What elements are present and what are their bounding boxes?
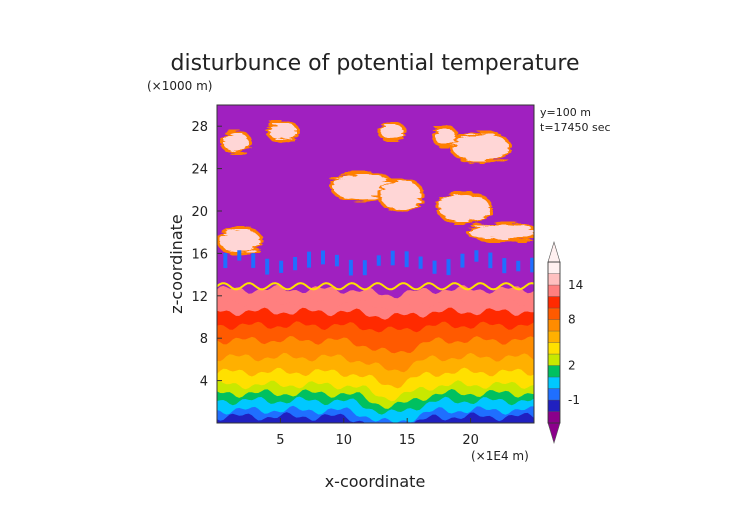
x-tick-label: 10 — [336, 433, 353, 448]
y-axis-label: z-coordinate — [167, 214, 186, 314]
cloud-patch — [438, 194, 490, 222]
y-tick-label: 4 — [200, 375, 208, 390]
contour-fringe — [488, 252, 493, 269]
cloud-patch — [380, 124, 404, 139]
contour-fringe — [279, 260, 284, 273]
colorbar-segment — [547, 342, 561, 355]
colorbar-segment — [547, 261, 561, 274]
chart-title: disturbunce of potential temperature — [171, 51, 580, 76]
contour-fringe — [474, 250, 479, 262]
x-tick-label: 20 — [462, 433, 479, 448]
colorbar-tick-label: 14 — [568, 278, 583, 292]
colorbar-segment — [547, 376, 561, 389]
colorbar-frame — [547, 261, 561, 424]
y-tick-label: 20 — [191, 205, 208, 220]
x-unit-label: (×1E4 m) — [471, 449, 529, 463]
cloud-patch — [223, 132, 249, 152]
colorbar-top-arrow — [547, 240, 561, 263]
contour-fringe — [293, 257, 298, 271]
cloud-patch — [219, 229, 261, 253]
colorbar-segment — [547, 296, 561, 309]
contour-fringe — [376, 255, 381, 266]
contour-fringe — [237, 250, 242, 261]
contour-fringe — [307, 251, 312, 268]
x-ticks: 5 10 15 20 — [276, 418, 479, 448]
colorbar-segment — [547, 388, 561, 401]
annotation-y: y=100 m — [540, 106, 591, 119]
x-axis-label: x-coordinate — [325, 472, 426, 491]
contour-fringe — [362, 260, 367, 276]
contour-fringe — [432, 260, 437, 274]
plot-frame — [216, 104, 535, 424]
contour-fringe — [446, 259, 451, 276]
y-tick-label: 8 — [200, 332, 208, 347]
colorbar-segment — [547, 330, 561, 343]
colorbar-segment — [547, 307, 561, 320]
contour-edge — [217, 282, 534, 291]
colorbar-segment — [547, 365, 561, 378]
cloud-patch — [469, 224, 534, 240]
contour-fringe — [251, 253, 256, 268]
contour-fringe — [404, 251, 409, 268]
colorbar-segment — [547, 411, 561, 424]
x-tick-label: 5 — [276, 433, 284, 448]
colorbar-segment — [547, 273, 561, 286]
colorbar-segment — [547, 353, 561, 366]
contour-fringe — [516, 260, 521, 272]
y-tick-label: 16 — [191, 247, 208, 262]
colorbar: 14 8 2 -1 — [547, 240, 583, 445]
y-ticks: 4 8 12 16 20 24 28 — [191, 120, 222, 390]
colorbar-tick-label: 2 — [568, 359, 576, 373]
colorbar-bottom-arrow — [547, 422, 561, 445]
contour-fringe — [223, 252, 228, 269]
y-unit-label: (×1000 m) — [147, 79, 212, 93]
contour-fringe — [348, 259, 353, 276]
x-tick-label: 15 — [399, 433, 416, 448]
contour-band — [217, 412, 534, 423]
cloud-patch — [380, 180, 422, 210]
contour-fringe — [502, 258, 507, 274]
annotation-t: t=17450 sec — [540, 121, 611, 134]
contour-fringe — [460, 253, 465, 268]
contour-fringe — [390, 250, 395, 266]
cloud-patch — [435, 128, 456, 146]
contour-fringe — [334, 254, 339, 267]
plot-area — [217, 105, 534, 423]
colorbar-segment — [547, 319, 561, 332]
contour-fringe — [418, 256, 423, 269]
y-tick-label: 12 — [191, 290, 208, 305]
contour-fringe — [265, 258, 270, 275]
colorbar-tick-label: 8 — [568, 313, 576, 327]
y-tick-label: 24 — [191, 163, 208, 178]
colorbar-segment — [547, 284, 561, 297]
colorbar-tick-label: -1 — [568, 393, 580, 407]
contour-fringe — [530, 257, 534, 273]
cloud-patch — [268, 123, 297, 140]
colorbar-segment — [547, 399, 561, 412]
contour-fringe — [320, 250, 325, 265]
y-tick-label: 28 — [191, 120, 208, 135]
cloud-patch — [452, 133, 509, 162]
